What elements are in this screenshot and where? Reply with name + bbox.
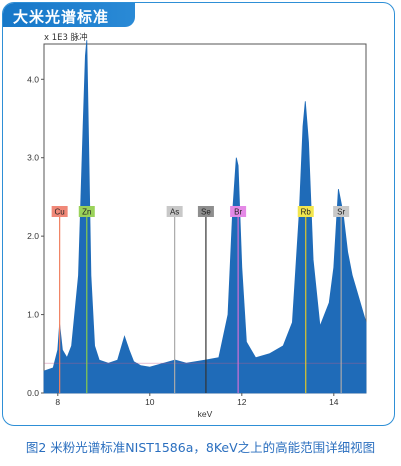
marker-label-sr: Sr [337, 208, 345, 217]
marker-label-cu: Cu [55, 208, 65, 217]
marker-box-zn [78, 206, 95, 217]
spectrum-chart: Cu Zn As Se Br Rb Sr 0.0 1.0 2.0 3.0 4.0 8 10 12 14 x 1E… [27, 32, 367, 419]
marker-box-cu [51, 206, 68, 217]
marker-box-as [166, 206, 183, 217]
x-tick-label: 14 [329, 397, 339, 407]
y-tick-label: 0.0 [27, 388, 39, 398]
x-tick-label: 12 [237, 397, 247, 407]
marker-label-br: Br [234, 208, 242, 217]
x-axis-label: keV [198, 409, 213, 419]
marker-box-rb [297, 206, 314, 217]
title-banner: 大米光谱标准 [3, 3, 135, 27]
marker-label-se: Se [201, 208, 211, 217]
y-tick-label: 4.0 [27, 74, 39, 84]
marker-label-as: As [170, 208, 179, 217]
x-tick-label: 10 [145, 397, 155, 407]
figure-caption: 图2 米粉光谱标准NIST1586a，8KeV之上的高能范围详细视图 [25, 440, 376, 455]
y-unit-label: x 1E3 脉冲 [44, 32, 88, 43]
y-tick-label: 1.0 [27, 310, 39, 320]
marker-box-sr [333, 206, 350, 217]
marker-box-se [197, 206, 214, 217]
banner-title: 大米光谱标准 [13, 8, 110, 26]
x-tick-label: 8 [55, 397, 60, 407]
marker-label-zn: Zn [82, 208, 91, 217]
marker-label-rb: Rb [301, 208, 312, 217]
marker-box-br [230, 206, 247, 217]
y-tick-label: 3.0 [27, 153, 39, 163]
y-tick-label: 2.0 [27, 231, 39, 241]
